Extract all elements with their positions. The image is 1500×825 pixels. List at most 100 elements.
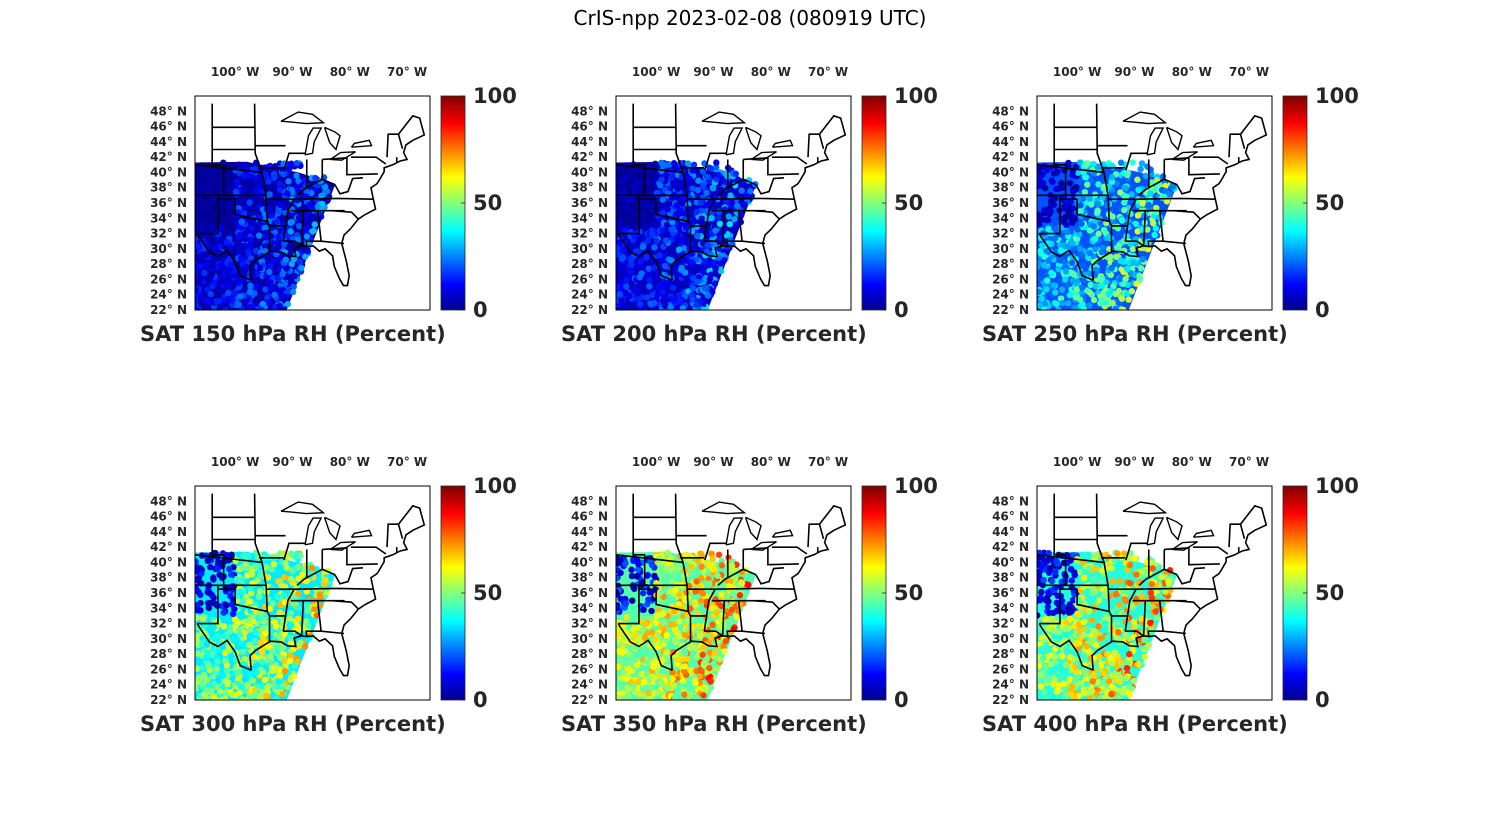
rh-point: [236, 293, 244, 300]
rh-point: [324, 188, 331, 195]
lat-tick-label: 40° N: [150, 555, 187, 569]
boundary-line: [386, 133, 404, 158]
lat-tick-label: 42° N: [571, 150, 608, 164]
rh-point: [725, 213, 733, 220]
boundary-line: [618, 234, 673, 281]
rh-point: [219, 672, 227, 679]
rh-point: [1048, 660, 1055, 668]
rh-point: [289, 566, 296, 574]
rh-point: [286, 615, 294, 622]
rh-point: [248, 571, 256, 578]
rh-point: [1085, 606, 1093, 614]
rh-point: [239, 575, 246, 583]
rh-point: [1148, 580, 1155, 588]
lon-tick-label: 80° W: [751, 455, 791, 469]
boundary-line: [1228, 523, 1246, 548]
rh-point: [195, 273, 200, 280]
rh-point: [1145, 612, 1153, 619]
lon-tick-label: 100° W: [211, 65, 259, 79]
rh-point: [658, 227, 666, 234]
figure-title: CrIS-npp 2023-02-08 (080919 UTC): [573, 6, 927, 30]
rh-point: [224, 681, 231, 688]
rh-point: [1037, 612, 1041, 619]
rh-point: [234, 680, 242, 687]
rh-point: [304, 607, 312, 615]
boundary-line: [725, 127, 744, 156]
rh-point: [253, 669, 261, 676]
rh-point: [679, 677, 687, 685]
rh-point: [1122, 275, 1129, 283]
rh-point: [195, 665, 201, 672]
rh-point: [630, 652, 638, 659]
rh-point: [238, 218, 246, 226]
boundary-line: [305, 210, 322, 247]
rh-point: [1130, 670, 1137, 677]
rh-point: [631, 206, 639, 213]
rh-point: [275, 678, 282, 685]
rh-point: [674, 185, 681, 192]
rh-point: [700, 692, 707, 699]
lon-tick-label: 70° W: [387, 65, 427, 79]
rh-point: [619, 254, 627, 261]
rh-point: [1116, 275, 1124, 283]
boundary-line: [704, 240, 724, 247]
rh-point: [229, 296, 236, 303]
rh-point: [689, 167, 696, 174]
rh-point: [216, 181, 223, 188]
rh-point: [312, 174, 319, 182]
rh-point: [276, 201, 284, 209]
rh-point: [1037, 176, 1043, 183]
rh-point: [271, 619, 279, 626]
rh-point: [648, 561, 656, 569]
rh-point: [1101, 592, 1108, 599]
rh-point: [1037, 288, 1042, 296]
rh-point: [1141, 653, 1149, 660]
rh-point: [1082, 668, 1089, 675]
rh-point: [672, 586, 679, 594]
rh-point: [220, 623, 228, 630]
rh-point: [731, 216, 738, 223]
lon-tick-label: 70° W: [808, 65, 848, 79]
rh-point: [738, 187, 745, 194]
rh-point: [271, 174, 278, 181]
boundary-line: [1091, 504, 1268, 677]
boundary-line: [1125, 240, 1145, 247]
rh-point: [627, 178, 634, 185]
rh-point: [269, 647, 276, 655]
rh-point: [693, 653, 701, 661]
rh-point: [692, 602, 700, 609]
rh-point: [694, 623, 702, 630]
rh-point: [1068, 240, 1076, 247]
rh-point: [703, 248, 711, 255]
rh-point: [1058, 286, 1066, 293]
rh-point: [634, 557, 641, 564]
rh-point: [1051, 627, 1058, 635]
rh-point: [1116, 601, 1123, 609]
rh-point: [298, 264, 305, 272]
boundary-line: [1176, 566, 1205, 585]
rh-point: [1098, 248, 1106, 256]
rh-point: [645, 689, 652, 697]
rh-point: [228, 222, 236, 230]
rh-point: [281, 667, 289, 675]
rh-point: [286, 657, 294, 665]
rh-point: [1123, 664, 1131, 672]
boundary-line: [1125, 542, 1148, 561]
boundary-line: [1111, 198, 1137, 227]
rh-point: [1080, 618, 1087, 625]
boundary-line: [1146, 517, 1165, 546]
rh-point: [618, 297, 625, 304]
rh-point: [282, 559, 289, 567]
rh-point: [675, 246, 683, 253]
rh-point: [263, 233, 271, 240]
rh-point: [676, 618, 683, 625]
lon-tick-label: 80° W: [1172, 65, 1212, 79]
rh-point: [648, 684, 656, 691]
lon-tick-label: 100° W: [632, 455, 680, 469]
rh-point: [204, 286, 211, 293]
rh-point: [693, 627, 701, 635]
rh-point: [1112, 305, 1119, 310]
rh-point: [1041, 206, 1048, 214]
rh-point: [239, 648, 247, 656]
lat-tick-label: 42° N: [150, 540, 187, 554]
